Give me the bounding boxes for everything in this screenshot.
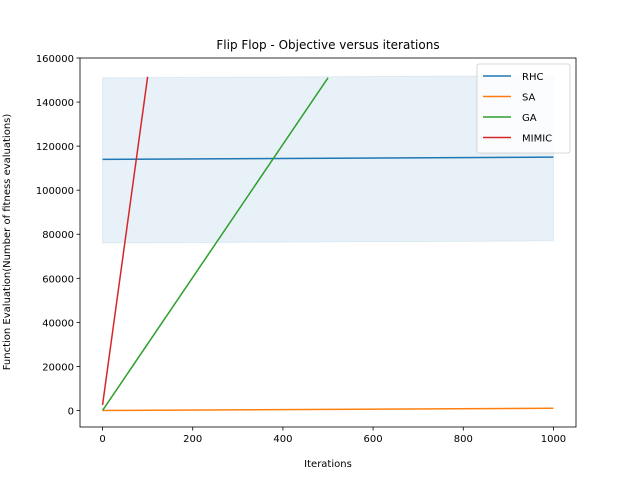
axis-ticks: 0 200 400 600 800 1000 0 20000 40000 60000 80000 10… (36, 54, 566, 445)
y-tick-label: 80000 (42, 230, 74, 241)
legend: RHC SA GA MIMIC (476, 63, 571, 154)
x-tick-label: 800 (454, 434, 473, 445)
y-tick-label: 40000 (42, 318, 74, 329)
series-line-ga (101, 77, 329, 411)
band-rhc (102, 75, 554, 244)
y-tick-label: 20000 (42, 362, 74, 373)
x-axis-label: Iterations (304, 459, 352, 470)
y-axis-label: Function Evaluation(Number of fitness ev… (2, 114, 13, 371)
x-tick-label: 200 (183, 434, 202, 445)
y-tick-label: 120000 (36, 142, 74, 153)
series-line-mimic (101, 76, 149, 406)
y-tick-label: 140000 (36, 98, 74, 109)
axes-frame (79, 57, 577, 428)
x-tick-label: 400 (273, 434, 292, 445)
y-tick-label: 60000 (42, 274, 74, 285)
x-tick-label: 600 (364, 434, 383, 445)
y-tick-label: 160000 (36, 54, 74, 65)
legend-label-rhc: RHC (522, 72, 543, 83)
y-tick-label: 0 (68, 406, 74, 417)
legend-box (476, 63, 571, 154)
chart-title: Flip Flop - Objective versus iterations (216, 38, 439, 52)
y-tick-label: 100000 (36, 186, 74, 197)
series-line-sa (102, 407, 554, 412)
legend-label-mimic: MIMIC (522, 134, 552, 145)
x-tick-label: 0 (99, 434, 105, 445)
legend-label-ga: GA (522, 113, 537, 124)
plot-area (101, 75, 554, 412)
series-line-rhc (102, 156, 554, 161)
x-tick-label: 1000 (541, 434, 566, 445)
legend-label-sa: SA (522, 93, 536, 104)
